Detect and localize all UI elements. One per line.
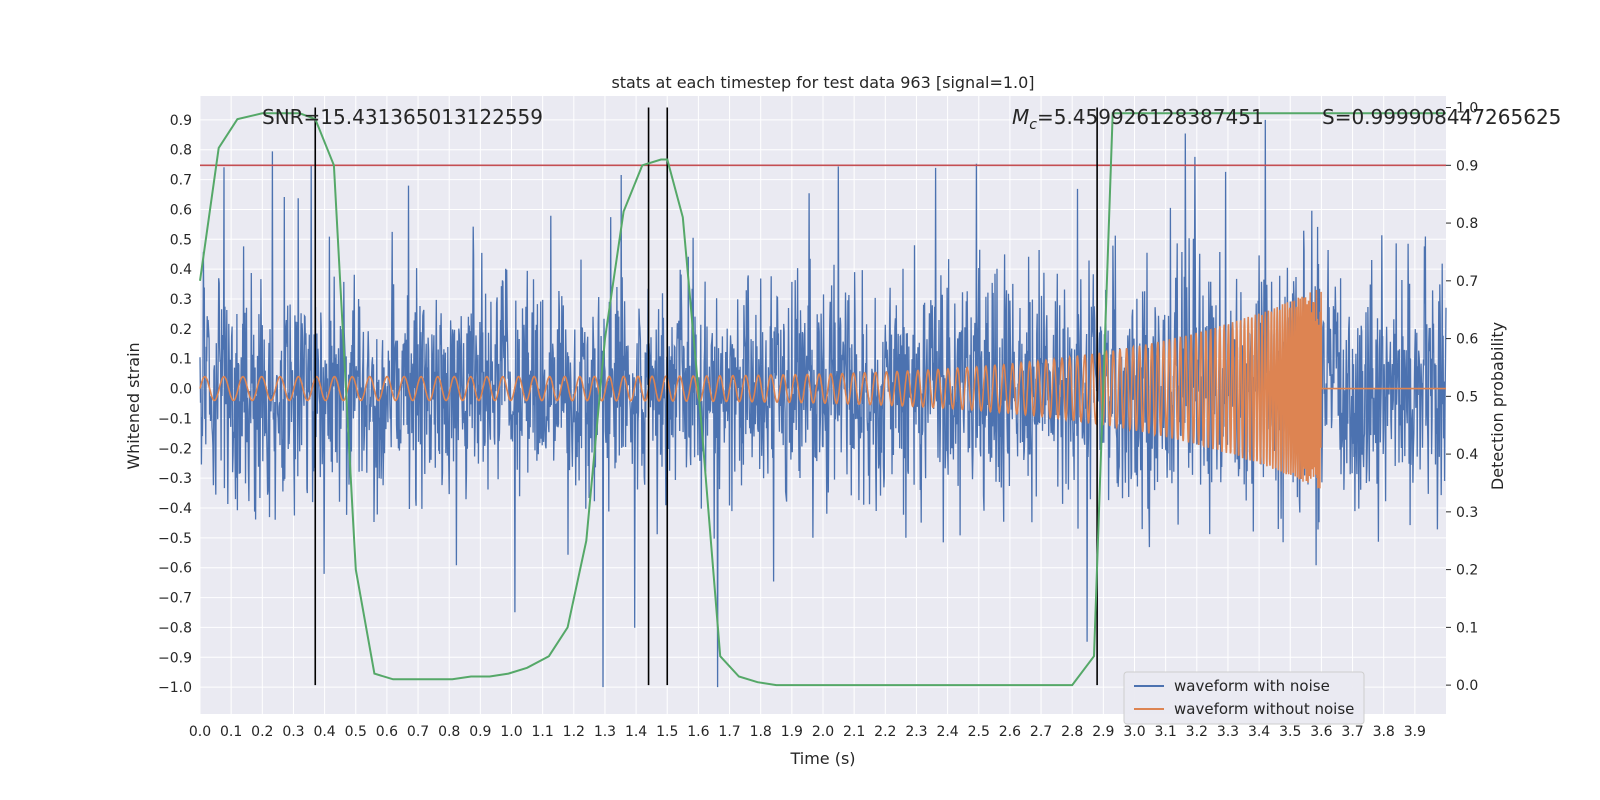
y-axis-label-left: Whitened strain [124,342,143,469]
y-right-tick-label: 0.3 [1456,505,1478,521]
x-tick-label: 0.7 [407,724,429,740]
x-tick-label: 1.8 [750,724,772,740]
x-tick-label: 0.3 [282,724,304,740]
x-tick-label: 1.2 [563,724,585,740]
x-tick-label: 0.6 [376,724,398,740]
y-left-tick-label: 0.1 [170,352,192,368]
y-left-tick-label: 0.7 [170,173,192,189]
y-left-tick-label: −0.8 [158,620,192,636]
x-tick-label: 2.8 [1061,724,1083,740]
x-tick-label: 0.1 [220,724,242,740]
y-left-tick-label: −0.4 [158,501,192,517]
legend: waveform with noise waveform without noi… [1123,671,1365,725]
y-right-tick-label: 0.9 [1456,158,1478,174]
y-right-tick-label: 0.8 [1456,216,1478,232]
x-tick-label: 1.6 [687,724,709,740]
x-tick-label: 1.3 [594,724,616,740]
x-tick-label: 0.0 [189,724,211,740]
legend-box [1123,671,1365,725]
x-tick-label: 1.5 [656,724,678,740]
x-tick-label: 1.9 [781,724,803,740]
y-left-tick-label: −0.1 [158,411,192,427]
x-tick-label: 3.8 [1373,724,1395,740]
y-left-tick-label: 0.9 [170,113,192,129]
y-left-tick-labels: 0.9 0.8 0.7 0.6 0.5 0.4 0.3 0.2 0.1 0.0 −0.1 −0.2 −0… [158,113,192,696]
x-tick-label: 0.2 [251,724,273,740]
x-tick-label: 3.7 [1341,724,1363,740]
noise-waveform-line [199,119,1447,688]
x-tick-label: 0.4 [313,724,335,740]
series-waveform-without-noise [199,289,1446,489]
x-tick-labels: 0.0 0.1 0.2 0.3 0.4 0.5 0.6 0.7 0.8 0.9 1.0 1.1 1.2 1… [189,724,1426,740]
y-left-tick-label: −0.6 [158,561,192,577]
x-tick-label: 1.0 [500,724,522,740]
snr-annotation: SNR=15.431365013122559 [262,105,543,129]
x-tick-label: 2.3 [905,724,927,740]
series-waveform-with-noise [199,119,1447,688]
y-left-tick-label: −0.3 [158,471,192,487]
y-right-tick-label: 0.0 [1456,678,1478,694]
y-left-tick-label: −0.5 [158,531,192,547]
y-left-tick-label: −0.2 [158,441,192,457]
chirp-mass-subscript: c [1029,117,1037,133]
x-tick-label: 2.1 [843,724,865,740]
x-axis-label: Time (s) [789,749,855,768]
x-tick-label: 3.1 [1155,724,1177,740]
y-left-tick-label: 0.2 [170,322,192,338]
y-left-tick-label: −0.9 [158,650,192,666]
x-tick-label: 1.7 [718,724,740,740]
y-left-tick-label: 0.6 [170,202,192,218]
x-tick-label: 3.3 [1217,724,1239,740]
x-tick-label: 3.4 [1248,724,1270,740]
x-tick-label: 2.2 [874,724,896,740]
y-right-tick-labels: 1.0 0.9 0.8 0.7 0.6 0.5 0.4 0.3 0.2 0.1 0.0 [1446,101,1478,694]
y-right-tick-label: 0.4 [1456,447,1478,463]
x-tick-label: 2.5 [968,724,990,740]
legend-noise-label: waveform with noise [1174,677,1330,695]
x-tick-label: 3.2 [1186,724,1208,740]
chirp-mass-symbol: M [1012,105,1029,129]
x-tick-label: 0.9 [469,724,491,740]
x-tick-label: 0.5 [345,724,367,740]
y-right-tick-label: 0.6 [1456,332,1478,348]
x-tick-label: 2.7 [1030,724,1052,740]
x-tick-label: 3.9 [1404,724,1426,740]
x-tick-label: 1.1 [532,724,554,740]
x-tick-label: 0.8 [438,724,460,740]
x-tick-label: 2.4 [936,724,958,740]
x-tick-label: 2.6 [999,724,1021,740]
y-left-tick-label: 0.0 [170,382,192,398]
clean-waveform-line [199,289,1446,489]
y-left-tick-label: 0.8 [170,143,192,159]
series-detection-probability [199,112,1446,687]
x-tick-label: 3.6 [1310,724,1332,740]
score-annotation: S=0.999908447265625 [1322,105,1561,129]
y-right-tick-label: 1.0 [1456,101,1478,117]
x-tick-label: 2.9 [1092,724,1114,740]
y-right-tick-label: 0.1 [1456,620,1478,636]
x-tick-label: 2.0 [812,724,834,740]
x-tick-label: 3.5 [1279,724,1301,740]
y-left-tick-label: 0.3 [170,292,192,308]
x-tick-label: 3.0 [1123,724,1145,740]
y-left-tick-label: −1.0 [158,680,192,696]
chart-title: stats at each timestep for test data 963… [611,73,1034,92]
y-left-tick-label: 0.5 [170,232,192,248]
chirp-mass-value: =5.459926128387451 [1037,105,1264,129]
y-left-tick-label: −0.7 [158,591,192,607]
y-right-tick-label: 0.7 [1456,274,1478,290]
y-right-tick-label: 0.5 [1456,389,1478,405]
chirp-mass-annotation: Mc=5.459926128387451 [1012,105,1264,133]
y-axis-label-right: Detection probability [1488,322,1507,490]
legend-clean-label: waveform without noise [1174,700,1354,718]
x-tick-label: 1.4 [625,724,647,740]
probability-line [199,112,1446,687]
y-left-tick-label: 0.4 [170,262,192,278]
y-right-tick-label: 0.2 [1456,563,1478,579]
